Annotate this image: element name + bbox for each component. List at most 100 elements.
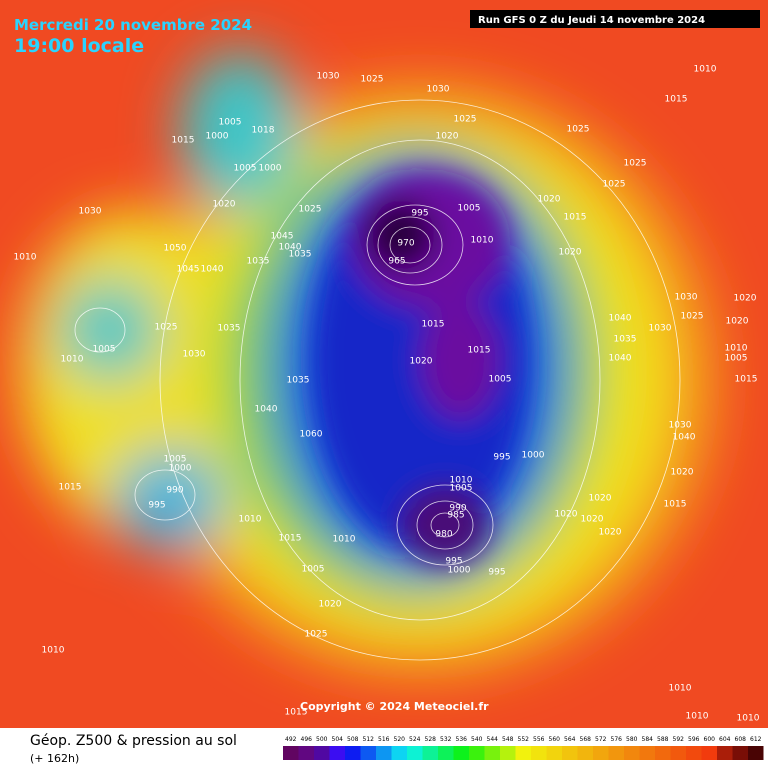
isobar-label: 1020	[319, 600, 342, 610]
isobar-label: 1025	[603, 180, 626, 190]
scale-swatch	[732, 746, 748, 760]
isobar-label: 1020	[559, 248, 582, 258]
scale-swatch	[407, 746, 423, 760]
scale-label: 528	[425, 736, 437, 743]
isobar-label: 1025	[361, 75, 384, 85]
run-label: Run GFS 0 Z du Jeudi 14 novembre 2024	[478, 15, 705, 26]
isobar-label: 1020	[589, 494, 612, 504]
isobar-label: 1005	[219, 118, 242, 128]
scale-label: 544	[487, 736, 499, 743]
scale-label: 612	[750, 736, 762, 743]
isobar-label: 995	[445, 557, 462, 567]
scale-swatch	[500, 746, 516, 760]
run-box	[470, 10, 760, 28]
scale-label: 564	[564, 736, 576, 743]
lows	[310, 170, 530, 565]
subtitle: 19:00 locale	[14, 35, 144, 57]
isobar-label: 1010	[725, 344, 748, 354]
scale-swatch	[360, 746, 376, 760]
scale-swatch	[608, 746, 624, 760]
isobars	[74, 99, 681, 661]
isobar-label: 1010	[14, 253, 37, 263]
isobar-label: 1015	[735, 375, 758, 385]
isobar-label: 1020	[213, 200, 236, 210]
isobar-label: 1050	[164, 244, 187, 254]
isobar-label: 1010	[694, 65, 717, 75]
isobar-label: 970	[397, 239, 414, 249]
isobar-label: 1025	[454, 115, 477, 125]
scale-label: 600	[704, 736, 716, 743]
isobar-label: 1010	[471, 236, 494, 246]
isobar-label: 1015	[285, 708, 308, 718]
isobar-label: 1010	[61, 355, 84, 365]
isobar-label: 1005	[450, 484, 473, 494]
isobar-label: 990	[449, 504, 466, 514]
isobar-label: 1015	[59, 483, 82, 493]
scale-label: 548	[502, 736, 514, 743]
isobar-label: 1030	[669, 421, 692, 431]
isobar-label: 1000	[169, 464, 192, 474]
isobar-label: 1045	[177, 265, 200, 275]
isobar-label: 995	[148, 501, 165, 511]
isobar-label: 1020	[734, 294, 757, 304]
scale-swatch	[515, 746, 531, 760]
isobar-label: 1030	[675, 293, 698, 303]
isobar-label: 1000	[522, 451, 545, 461]
isobar-label: 995	[411, 209, 428, 219]
isobar-label: 1040	[201, 265, 224, 275]
scale-swatch	[329, 746, 345, 760]
footer-title: Géop. Z500 & pression au sol	[30, 733, 237, 749]
scale-label: 584	[642, 736, 654, 743]
scale-swatch	[314, 746, 330, 760]
scale-label: 492	[285, 736, 297, 743]
isobar-label: 1040	[673, 433, 696, 443]
isobar-label: 985	[447, 511, 464, 521]
isobar-label: 1000	[206, 132, 229, 142]
scale-label: 576	[611, 736, 623, 743]
isobar-label: 1040	[255, 405, 278, 415]
copyright: Copyright © 2024 Meteociel.fr	[300, 700, 489, 713]
isobar-label: 1045	[271, 232, 294, 242]
isobar-label: 990	[166, 486, 183, 496]
scale-swatch	[298, 746, 314, 760]
scale-label: 536	[456, 736, 468, 743]
isobar-label: 1018	[252, 126, 275, 136]
scale-label: 540	[471, 736, 483, 743]
scale-swatch	[639, 746, 655, 760]
scale-swatch	[701, 746, 717, 760]
scale-swatch	[469, 746, 485, 760]
isobar-label: 1060	[300, 430, 323, 440]
isobar-label: 1015	[279, 534, 302, 544]
isobar-label: 1020	[555, 510, 578, 520]
scale-label: 496	[301, 736, 313, 743]
scale-label: 604	[719, 736, 731, 743]
scale-label: 580	[626, 736, 638, 743]
isobar-label: 1025	[299, 205, 322, 215]
isobar-label: 1015	[564, 213, 587, 223]
isobar-label: 1040	[279, 243, 302, 253]
isobar-label: 1010	[42, 646, 65, 656]
isobar-label: 1025	[305, 630, 328, 640]
scale-label: 512	[363, 736, 375, 743]
scale-label: 560	[549, 736, 561, 743]
scale-swatch	[717, 746, 733, 760]
scale-label: 568	[580, 736, 592, 743]
isobar-label: 1020	[410, 357, 433, 367]
scale-swatch	[686, 746, 702, 760]
title: Mercredi 20 novembre 2024	[14, 16, 252, 34]
scale-label: 504	[332, 736, 344, 743]
scale-label: 572	[595, 736, 607, 743]
scale-swatch	[670, 746, 686, 760]
isobar-label: 1035	[287, 376, 310, 386]
isobar-label: 1025	[567, 125, 590, 135]
scale-label: 588	[657, 736, 669, 743]
isobar-label: 1010	[669, 684, 692, 694]
scale-swatch	[531, 746, 547, 760]
scale-swatch	[438, 746, 454, 760]
isobar-label: 995	[493, 453, 510, 463]
scale-label: 596	[688, 736, 700, 743]
isobar-label: 1025	[681, 312, 704, 322]
isobar-label: 1010	[239, 515, 262, 525]
isobar-label: 1035	[614, 335, 637, 345]
